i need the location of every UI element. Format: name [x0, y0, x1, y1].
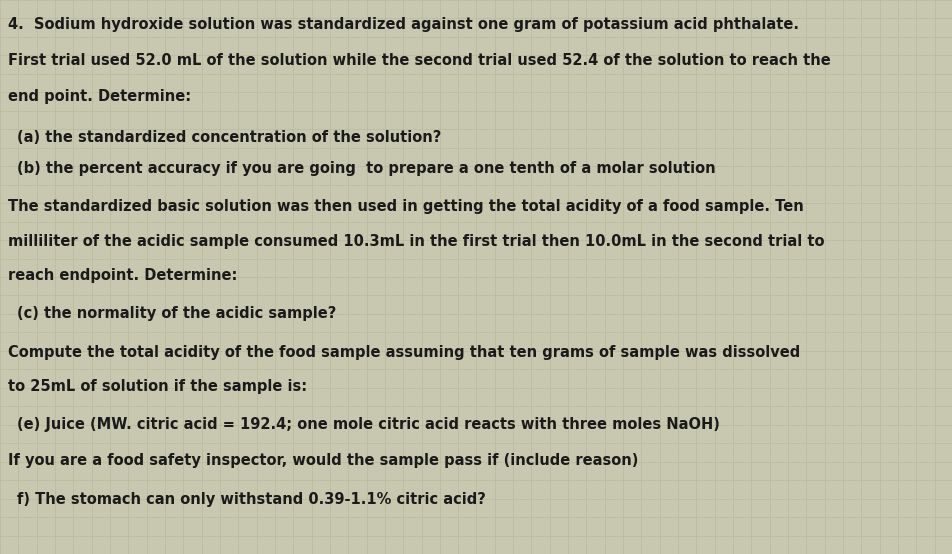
Text: The standardized basic solution was then used in getting the total acidity of a : The standardized basic solution was then…	[8, 199, 803, 214]
Text: Compute the total acidity of the food sample assuming that ten grams of sample w: Compute the total acidity of the food sa…	[8, 345, 799, 360]
Text: end point. Determine:: end point. Determine:	[8, 89, 190, 104]
Text: (e) Juice (MW. citric acid = 192.4; one mole citric acid reacts with three moles: (e) Juice (MW. citric acid = 192.4; one …	[17, 417, 720, 432]
Text: to 25mL of solution if the sample is:: to 25mL of solution if the sample is:	[8, 379, 307, 394]
Text: First trial used 52.0 mL of the solution while the second trial used 52.4 of the: First trial used 52.0 mL of the solution…	[8, 53, 829, 68]
Text: (c) the normality of the acidic sample?: (c) the normality of the acidic sample?	[17, 306, 336, 321]
Text: f) The stomach can only withstand 0.39-1.1% citric acid?: f) The stomach can only withstand 0.39-1…	[17, 492, 486, 507]
Text: If you are a food safety inspector, would the sample pass if (include reason): If you are a food safety inspector, woul…	[8, 453, 637, 468]
Text: (b) the percent accuracy if you are going  to prepare a one tenth of a molar sol: (b) the percent accuracy if you are goin…	[17, 161, 715, 176]
Text: 4.  Sodium hydroxide solution was standardized against one gram of potassium aci: 4. Sodium hydroxide solution was standar…	[8, 17, 798, 32]
Text: milliliter of the acidic sample consumed 10.3mL in the first trial then 10.0mL i: milliliter of the acidic sample consumed…	[8, 234, 823, 249]
Text: reach endpoint. Determine:: reach endpoint. Determine:	[8, 268, 237, 283]
Text: (a) the standardized concentration of the solution?: (a) the standardized concentration of th…	[17, 130, 441, 145]
